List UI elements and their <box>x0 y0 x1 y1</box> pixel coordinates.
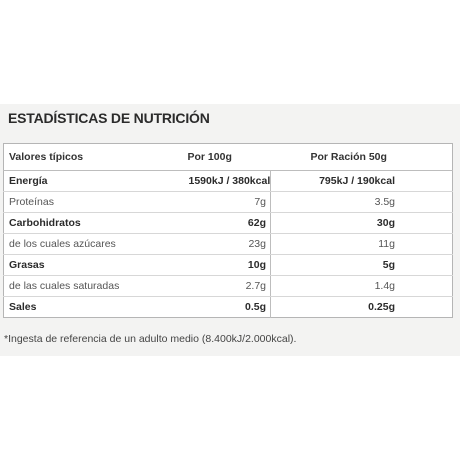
value-per-100g: 0.5g <box>183 296 271 318</box>
value-per-serving: 5g <box>270 254 453 276</box>
value-per-100g: 23g <box>183 233 271 255</box>
value-per-serving: 11g <box>270 233 453 255</box>
section-title: ESTADÍSTICAS DE NUTRICIÓN <box>8 110 210 126</box>
table-row: Carbohidratos 62g 30g <box>3 212 453 234</box>
value-per-100g: 1590kJ / 380kcal <box>183 170 271 192</box>
value-per-100g: 10g <box>183 254 271 276</box>
table-row: de los cuales azúcares 23g 11g <box>3 233 453 255</box>
table-header-row: Valores típicos Por 100g Por Ración 50g <box>3 143 453 171</box>
table-row: Sales 0.5g 0.25g <box>4 296 453 318</box>
nutrient-label: Proteínas <box>3 191 184 213</box>
value-per-100g: 62g <box>183 212 271 234</box>
nutrient-label: de los cuales azúcares <box>3 233 184 255</box>
value-per-serving: 1.4g <box>270 275 453 297</box>
table-row: de las cuales saturadas 2.7g 1.4g <box>3 275 453 297</box>
value-per-100g: 7g <box>183 191 271 213</box>
footnote: *Ingesta de referencia de un adulto medi… <box>4 333 297 345</box>
header-per-serving: Por Ración 50g <box>270 143 453 171</box>
table-row: Grasas 10g 5g <box>3 254 453 276</box>
value-per-serving: 30g <box>270 212 453 234</box>
nutrient-label: Carbohidratos <box>3 212 184 234</box>
value-per-serving: 3.5g <box>270 191 453 213</box>
nutrient-label: de las cuales saturadas <box>3 275 184 297</box>
header-per-100g: Por 100g <box>183 143 271 171</box>
nutrient-label: Sales <box>9 301 37 313</box>
value-per-100g: 2.7g <box>183 275 271 297</box>
nutrition-table: Valores típicos Por 100g Por Ración 50g … <box>3 143 453 318</box>
table-row: Energía 1590kJ / 380kcal 795kJ / 190kcal <box>3 170 453 192</box>
table-row: Proteínas 7g 3.5g <box>3 191 453 213</box>
header-typical-values: Valores típicos <box>3 143 184 171</box>
value-per-serving: 795kJ / 190kcal <box>270 170 453 192</box>
nutrient-label: Grasas <box>3 254 184 276</box>
value-per-serving: 0.25g <box>368 301 395 313</box>
nutrient-label: Energía <box>3 170 184 192</box>
